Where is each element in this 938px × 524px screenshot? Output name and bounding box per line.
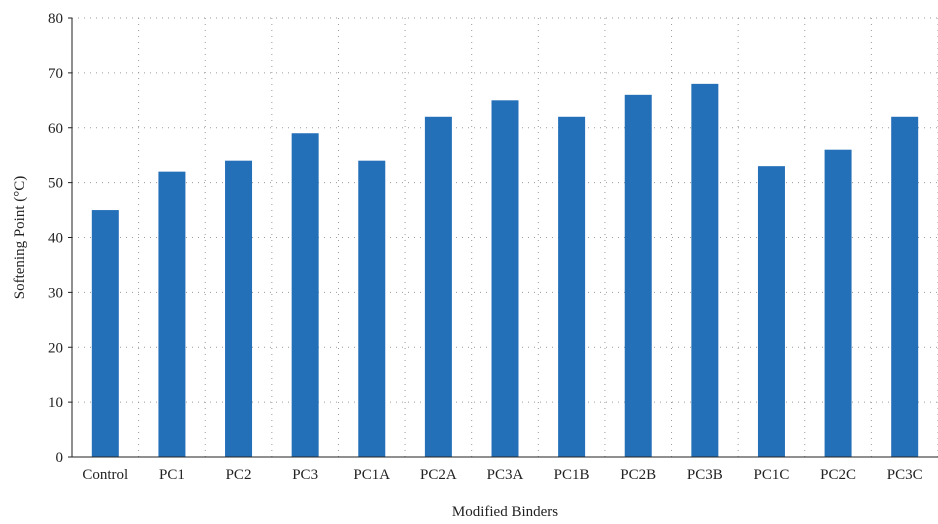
x-tick-label: PC3	[292, 467, 318, 483]
y-tick-label: 70	[48, 66, 63, 82]
axes	[68, 17, 938, 458]
y-tick-label: 0	[56, 450, 64, 466]
y-tick-label: 60	[48, 121, 63, 137]
x-tick-labels: Control PC1 PC2 PC3 PC1A PC2A PC3A PC1B PC2B PC3B…	[82, 467, 922, 483]
bar-pc2a	[424, 116, 452, 458]
x-axis-label: Modified Binders	[452, 504, 558, 520]
bar-pc1a	[358, 160, 386, 458]
x-tick-label: PC1C	[754, 467, 790, 483]
bar-pc1	[158, 171, 186, 457]
bar-pc3b	[691, 83, 719, 457]
x-tick-label: PC2B	[620, 467, 656, 483]
x-tick-label: PC2A	[420, 467, 457, 483]
bar-pc3a	[491, 100, 519, 457]
bar-control	[91, 210, 119, 457]
y-tick-label: 10	[48, 395, 63, 411]
bar-pc2c	[824, 149, 852, 457]
bar-pc3c	[891, 116, 919, 458]
y-tick-label: 80	[48, 11, 63, 27]
bar-pc1c	[757, 166, 785, 457]
bar-pc1b	[558, 116, 586, 458]
x-tick-label: PC3A	[487, 467, 524, 483]
y-axis-label: Softening Point (°C)	[12, 176, 28, 300]
x-tick-label: PC3B	[687, 467, 723, 483]
x-tick-label: PC1B	[554, 467, 590, 483]
x-tick-label: Control	[82, 467, 128, 483]
y-tick-label: 40	[48, 231, 63, 247]
x-tick-label: PC1A	[353, 467, 390, 483]
bar-pc2	[225, 160, 253, 458]
x-tick-label: PC3C	[887, 467, 923, 483]
x-tick-label: PC1	[159, 467, 185, 483]
y-tick-label: 30	[48, 285, 63, 301]
x-tick-label: PC2C	[820, 467, 856, 483]
x-tick-label: PC2	[226, 467, 252, 483]
y-tick-label: 50	[48, 176, 63, 192]
y-tick-labels: 0 10 20 30 40 50 60 70 80	[48, 11, 63, 466]
bars	[91, 83, 919, 458]
bar-pc2b	[624, 94, 652, 457]
bar-pc3	[291, 133, 319, 458]
y-tick-label: 20	[48, 340, 63, 356]
